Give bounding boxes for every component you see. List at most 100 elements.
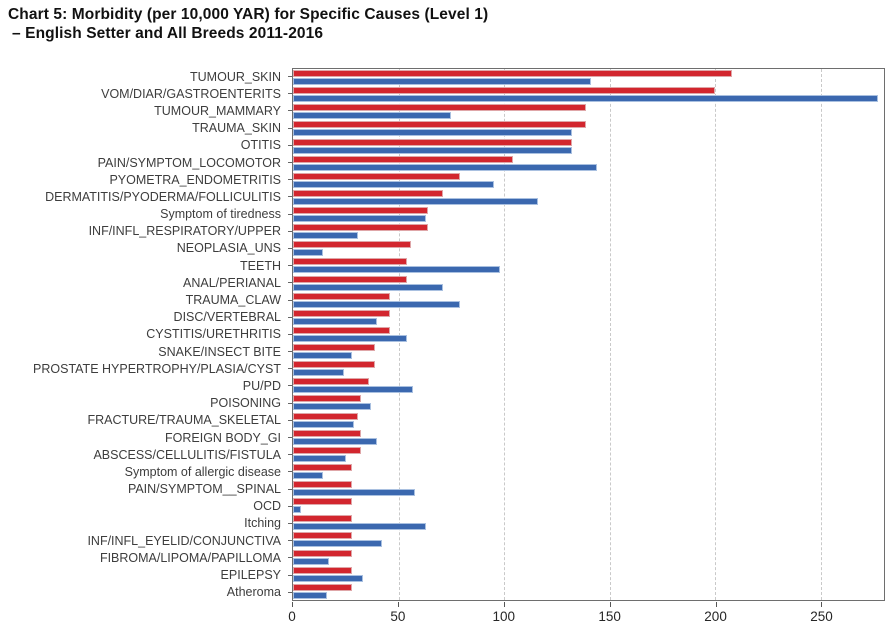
- category-label: PU/PD: [242, 378, 281, 393]
- bar-english-setter: [293, 583, 353, 591]
- y-tick-mark: [288, 419, 292, 421]
- bar-english-setter: [293, 292, 391, 300]
- bar-english-setter: [293, 121, 587, 129]
- category-label-row: Symptom of allergic disease: [0, 463, 292, 480]
- category-label-row: EPILEPSY: [0, 566, 292, 583]
- x-tick-label: 200: [704, 609, 727, 624]
- bar-english-setter: [293, 104, 587, 112]
- bar-row: [293, 326, 884, 343]
- y-tick-mark: [288, 505, 292, 507]
- category-label: Atheroma: [226, 585, 281, 600]
- category-label-row: TRAUMA_CLAW: [0, 291, 292, 308]
- category-label: NEOPLASIA_UNS: [176, 241, 281, 256]
- y-tick-mark: [288, 488, 292, 490]
- x-tick-label: 250: [810, 609, 833, 624]
- x-tick-mark: [503, 602, 505, 607]
- category-label: OCD: [253, 499, 281, 514]
- x-axis: 0 50 100 150 200 250: [288, 602, 885, 632]
- category-label: INF/INFL_EYELID/CONJUNCTIVA: [87, 533, 281, 548]
- x-tick-mark: [397, 602, 399, 607]
- bar-row: [293, 223, 884, 240]
- bar-row: [293, 497, 884, 514]
- bar-all-breeds: [293, 352, 353, 360]
- category-label-row: TUMOUR_SKIN: [0, 68, 292, 85]
- category-label-row: VOM/DIAR/GASTROENTERITS: [0, 85, 292, 102]
- category-label: Symptom of allergic disease: [124, 464, 281, 479]
- x-tick-mark: [292, 602, 293, 607]
- bar-english-setter: [293, 224, 429, 232]
- category-label: SNAKE/INSECT BITE: [158, 344, 281, 359]
- category-label-row: CYSTITIS/URETHRITIS: [0, 326, 292, 343]
- bar-english-setter: [293, 549, 353, 557]
- bar-all-breeds: [293, 112, 452, 120]
- bar-english-setter: [293, 172, 460, 180]
- bar-row: [293, 549, 884, 566]
- bar-row: [293, 531, 884, 548]
- y-tick-mark: [288, 591, 292, 593]
- bar-english-setter: [293, 412, 359, 420]
- category-label-row: OCD: [0, 498, 292, 515]
- category-label-row: PU/PD: [0, 377, 292, 394]
- gridline-150: [609, 69, 611, 600]
- bar-english-setter: [293, 344, 376, 352]
- y-tick-mark: [288, 385, 292, 387]
- category-label: Itching: [244, 516, 281, 531]
- bar-all-breeds: [293, 283, 443, 291]
- bar-row: [293, 583, 884, 600]
- gridline-100: [504, 69, 506, 600]
- bar-all-breeds: [293, 369, 344, 377]
- category-label-row: PROSTATE HYPERTROPHY/PLASIA/CYST: [0, 360, 292, 377]
- category-label: ANAL/PERIANAL: [183, 275, 281, 290]
- bar-english-setter: [293, 241, 412, 249]
- gridline-50: [398, 69, 400, 600]
- bar-all-breeds: [293, 540, 382, 548]
- bar-all-breeds: [293, 489, 416, 497]
- category-label-row: TRAUMA_SKIN: [0, 120, 292, 137]
- y-tick-mark: [288, 213, 292, 215]
- bar-english-setter: [293, 515, 353, 523]
- bar-row: [293, 189, 884, 206]
- bar-english-setter: [293, 309, 391, 317]
- y-tick-mark: [288, 179, 292, 181]
- y-tick-mark: [288, 247, 292, 249]
- category-label-row: INF/INFL_RESPIRATORY/UPPER: [0, 223, 292, 240]
- y-tick-mark: [288, 196, 292, 198]
- bar-row: [293, 103, 884, 120]
- y-tick-mark: [288, 402, 292, 404]
- bar-row: [293, 377, 884, 394]
- y-tick-mark: [288, 574, 292, 576]
- category-label-row: FOREIGN BODY_GI: [0, 429, 292, 446]
- category-label-row: Atheroma: [0, 584, 292, 601]
- bar-all-breeds: [293, 506, 302, 514]
- x-tick-label: 50: [390, 609, 406, 624]
- y-tick-mark: [288, 162, 292, 164]
- category-label: PROSTATE HYPERTROPHY/PLASIA/CYST: [33, 361, 281, 376]
- category-label: FRACTURE/TRAUMA_SKELETAL: [87, 413, 281, 428]
- category-label-row: Itching: [0, 515, 292, 532]
- y-tick-mark: [288, 471, 292, 473]
- category-label-row: TUMOUR_MAMMARY: [0, 102, 292, 119]
- category-label-row: PAIN/SYMPTOM_LOCOMOTOR: [0, 154, 292, 171]
- category-label-row: PYOMETRA_ENDOMETRITIS: [0, 171, 292, 188]
- y-tick-mark: [288, 522, 292, 524]
- bar-row: [293, 480, 884, 497]
- bar-all-breeds: [293, 232, 359, 240]
- category-label: EPILEPSY: [220, 568, 281, 583]
- category-label: PAIN/SYMPTOM__SPINAL: [127, 482, 281, 497]
- category-label-row: INF/INFL_EYELID/CONJUNCTIVA: [0, 532, 292, 549]
- category-label: TRAUMA_CLAW: [185, 293, 281, 308]
- bar-all-breeds: [293, 163, 597, 171]
- y-tick-mark: [288, 368, 292, 370]
- chart-title-line2: – English Setter and All Breeds 2011-201…: [12, 25, 324, 42]
- category-label: ABSCESS/CELLULITIS/FISTULA: [93, 447, 281, 462]
- bar-row: [293, 257, 884, 274]
- bar-all-breeds: [293, 78, 591, 86]
- bar-row: [293, 514, 884, 531]
- category-label-row: FIBROMA/LIPOMA/PAPILLOMA: [0, 549, 292, 566]
- bar-english-setter: [293, 70, 733, 78]
- bar-row: [293, 446, 884, 463]
- y-tick-mark: [288, 333, 292, 335]
- y-tick-mark: [288, 230, 292, 232]
- category-label: DERMATITIS/PYODERMA/FOLLICULITIS: [45, 189, 281, 204]
